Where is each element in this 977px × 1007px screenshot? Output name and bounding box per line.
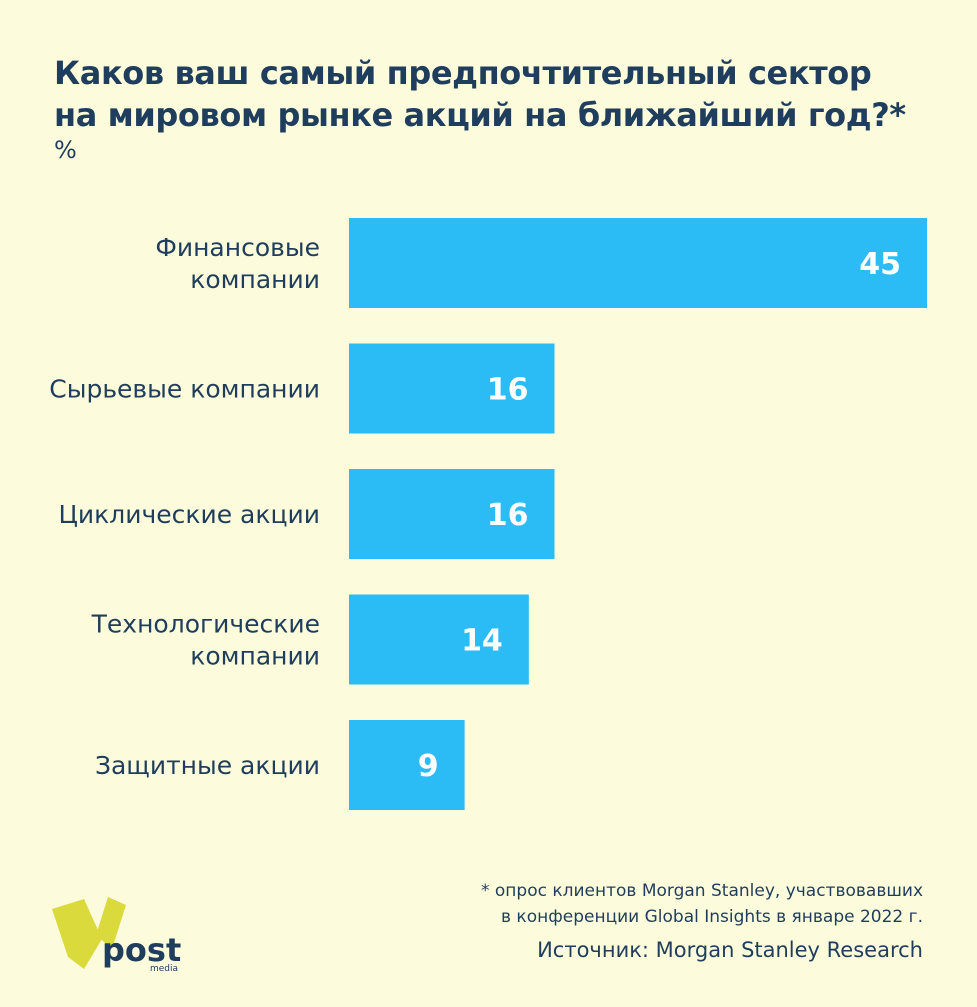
source-label: Источник: Morgan Stanley Research (537, 938, 923, 962)
chart-title-line-1: Каков ваш самый предпочтительный сектор (54, 54, 872, 92)
category-label-1-0: Сырьевые компании (49, 375, 320, 404)
logo-shape-left (52, 899, 102, 969)
bar-1 (349, 343, 555, 434)
postmedia-logo: post media (52, 897, 181, 974)
footnote-line-1: * опрос клиентов Morgan Stanley, участво… (481, 881, 923, 901)
value-label-3: 14 (461, 624, 503, 659)
category-label-3-0: Технологические (91, 610, 320, 639)
logo-word: post (102, 931, 181, 969)
value-label-0: 45 (859, 247, 901, 282)
bar-4 (349, 720, 465, 810)
value-label-2: 16 (487, 498, 529, 533)
footnote-line-2: в конференции Global Insights в январе 2… (501, 907, 923, 927)
category-label-0-1: компании (190, 265, 320, 294)
value-label-4: 9 (418, 749, 439, 784)
chart-title-line-2: на мировом рынке акций на ближайший год?… (54, 96, 906, 134)
chart-title: Каков ваш самый предпочтительный сектор … (54, 52, 906, 136)
bar-2 (349, 469, 555, 559)
logo-shape-right (96, 897, 126, 949)
category-label-4-0: Защитные акции (95, 751, 320, 780)
category-label-0-0: Финансовые (155, 233, 320, 262)
logo-sub: media (150, 964, 178, 974)
category-label-2-0: Циклические акции (59, 500, 321, 529)
bar-0 (349, 218, 927, 308)
bar-3 (349, 594, 529, 685)
bar-chart: 45 Финансовые компании 16 Сырьевые компании 1… (49, 218, 927, 810)
unit-label: % (54, 136, 77, 164)
category-label-3-1: компании (190, 642, 320, 671)
value-label-1: 16 (487, 373, 529, 408)
